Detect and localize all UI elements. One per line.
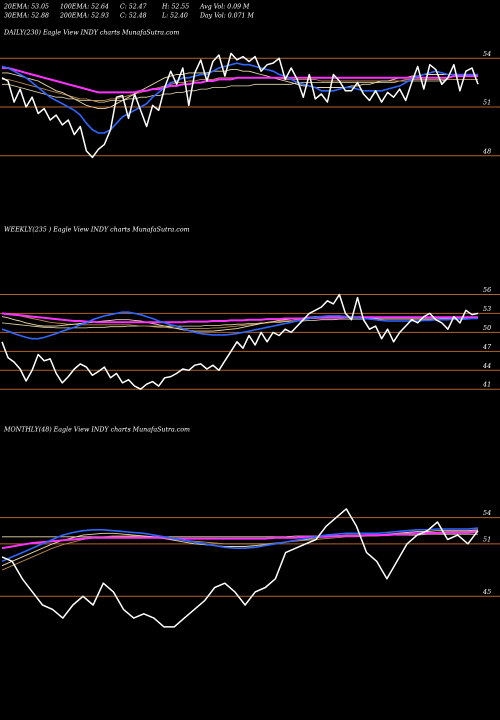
daily-panel-title: DAILY(230) Eagle View INDY charts Munafa… (3, 30, 179, 37)
stat-day-vol: Day Vol: 0.071 M (199, 13, 254, 20)
daily-y-tick-label: 51 (483, 99, 491, 107)
weekly-panel-title: WEEKLY(235 ) Eagle View INDY charts Muna… (4, 227, 190, 234)
weekly-ema-slow-line (1, 312, 478, 324)
weekly-y-tick-label: 44 (482, 362, 491, 370)
monthly-series (1, 508, 479, 628)
monthly-y-tick-label: 51 (483, 535, 491, 543)
daily-ema-slow-line (2, 67, 478, 94)
daily-panel: DAILY(230) Eagle View INDY charts Munafa… (0, 30, 500, 159)
monthly-ema-slow-line (1, 530, 479, 550)
weekly-panel: WEEKLY(235 ) Eagle View INDY charts Muna… (0, 227, 500, 390)
monthly-panel-title: MONTHLY(48) Eagle View INDY charts Munaf… (3, 427, 190, 434)
stat-low: L: 52.40 (161, 13, 188, 20)
daily-ema-fast-line (1, 62, 478, 134)
daily-y-tick-label: 54 (483, 50, 491, 58)
monthly-ema-tan-line (1, 529, 479, 567)
stat-ema100: 100EMA: 52.64 (60, 4, 109, 11)
stat-ema20: 20EMA: 53.05 (3, 4, 49, 11)
weekly-price-line (1, 293, 479, 390)
monthly-y-tick-label: 54 (483, 509, 491, 517)
daily-series (1, 52, 479, 159)
monthly-panel: MONTHLY(48) Eagle View INDY charts Munaf… (0, 427, 500, 628)
monthly-ema-fast-line (1, 527, 479, 563)
daily-axis-ticks: 54 51 48 (482, 50, 491, 156)
monthly-price-line (1, 508, 479, 628)
weekly-gridlines (0, 293, 500, 390)
monthly-axis-ticks: 54 51 45 (482, 509, 491, 596)
weekly-series (1, 293, 479, 390)
header-stats: 20EMA: 53.05 100EMA: 52.64 C: 52.47 H: 5… (3, 4, 254, 20)
stat-ema200: 200EMA: 52.93 (59, 13, 109, 20)
stat-close-2: C: 52.48 (120, 13, 147, 20)
monthly-y-tick-label: 45 (482, 588, 491, 596)
stat-high: H: 52.55 (161, 4, 189, 11)
stat-avg-vol: Avg Vol: 0.09 M (199, 4, 250, 11)
weekly-ema-tan-line (1, 316, 478, 332)
weekly-axis-ticks: 56 53 50 47 44 41 (482, 286, 492, 389)
daily-price-line (1, 52, 479, 159)
weekly-y-tick-label: 41 (482, 381, 491, 389)
weekly-y-tick-label: 50 (483, 324, 491, 332)
weekly-y-tick-label: 56 (483, 286, 491, 294)
stat-ema30: 30EMA: 52.88 (4, 13, 49, 20)
weekly-y-tick-label: 47 (482, 343, 492, 351)
stat-close: C: 52.47 (120, 4, 147, 11)
weekly-y-tick-label: 53 (483, 305, 491, 313)
daily-gridlines (0, 57, 500, 157)
daily-y-tick-label: 48 (482, 147, 491, 155)
weekly-ema-fast-line (1, 311, 478, 340)
